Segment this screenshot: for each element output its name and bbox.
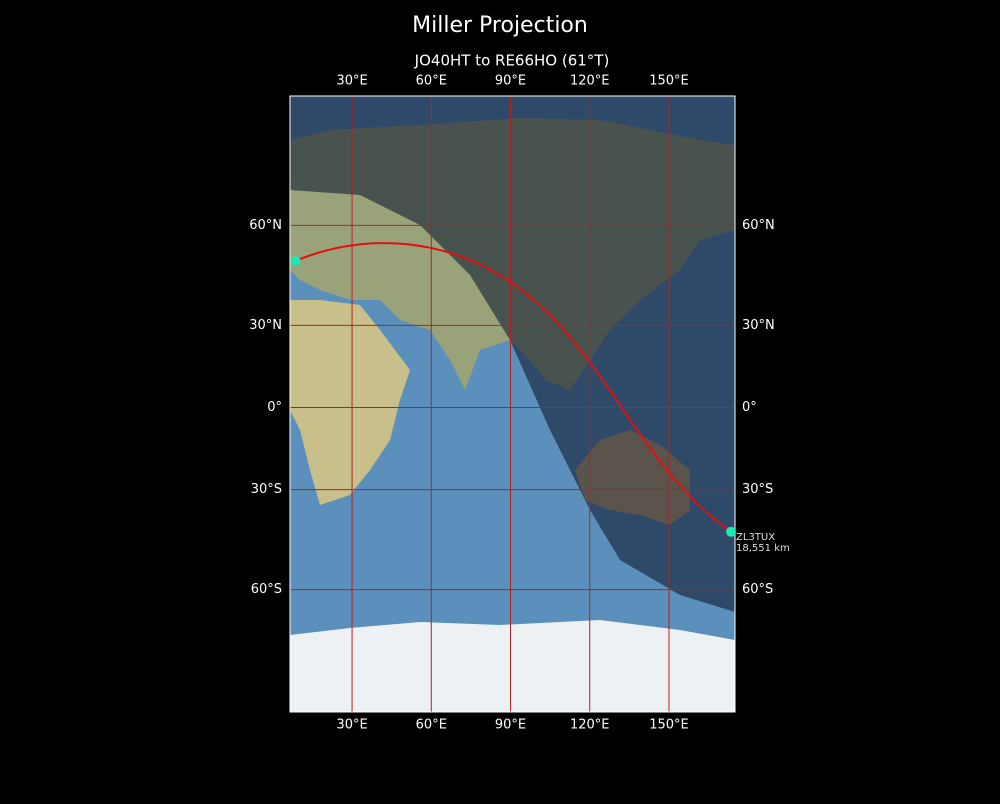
- station-marker: [726, 526, 737, 537]
- y-tick-label: 30°S: [742, 482, 773, 497]
- y-tick-label: 30°N: [742, 318, 775, 333]
- y-tick-label: 0°: [267, 400, 282, 415]
- y-tick-label: 60°N: [742, 218, 775, 233]
- x-tick-label: 150°E: [649, 74, 689, 89]
- distance-label: 18,551 km: [736, 543, 790, 554]
- y-tick-label: 60°S: [251, 582, 282, 597]
- great-circle-path: [295, 242, 732, 533]
- x-tick-label: 30°E: [336, 718, 367, 733]
- map-frame: [289, 95, 736, 713]
- x-tick-label: 60°E: [416, 74, 447, 89]
- x-tick-label: 150°E: [649, 718, 689, 733]
- x-tick-label: 120°E: [570, 718, 610, 733]
- y-tick-label: 60°N: [249, 218, 282, 233]
- station-marker: [290, 256, 301, 267]
- africa: [290, 300, 410, 505]
- station-label: ZL3TUX: [736, 532, 775, 543]
- y-tick-label: 30°S: [251, 482, 282, 497]
- subtitle: JO40HT to RE66HO (61°T): [414, 52, 610, 70]
- y-tick-label: 0°: [742, 400, 757, 415]
- x-tick-label: 90°E: [495, 718, 526, 733]
- x-tick-label: 60°E: [416, 718, 447, 733]
- graticule: [290, 96, 735, 712]
- y-tick-label: 60°S: [742, 582, 773, 597]
- x-tick-label: 120°E: [570, 74, 610, 89]
- map-area: [290, 96, 735, 712]
- y-tick-label: 30°N: [249, 318, 282, 333]
- antarctica: [290, 620, 735, 712]
- x-tick-label: 90°E: [495, 74, 526, 89]
- x-tick-label: 30°E: [336, 74, 367, 89]
- title: Miller Projection: [412, 13, 588, 38]
